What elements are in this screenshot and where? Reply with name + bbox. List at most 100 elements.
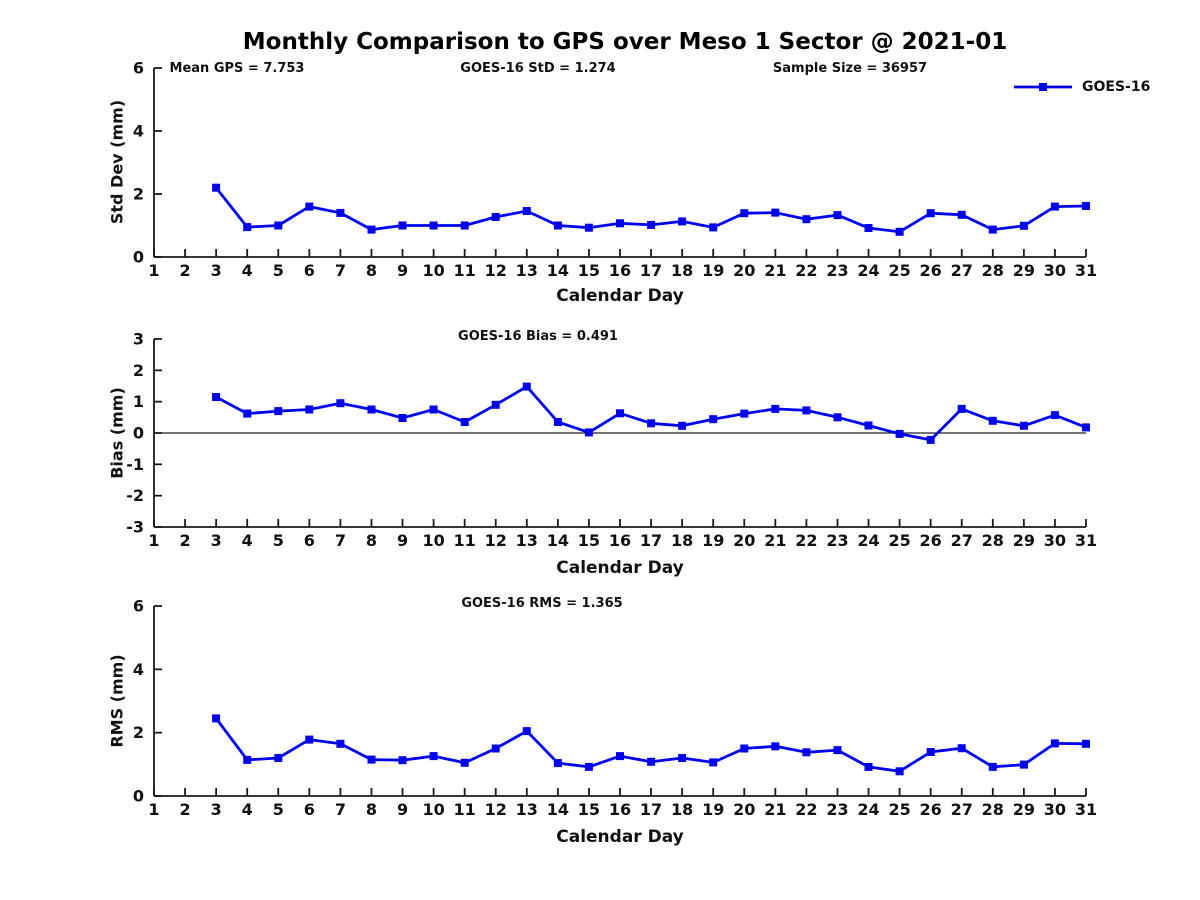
y-tick-label: 0: [133, 424, 144, 443]
x-tick-label: 5: [273, 531, 284, 550]
goes16-data-marker: [553, 759, 562, 768]
x-tick-label: 1: [148, 261, 159, 280]
x-tick-label: 12: [485, 531, 507, 550]
x-tick-label: 9: [397, 261, 408, 280]
x-tick-label: 7: [335, 531, 346, 550]
x-tick-label: 11: [454, 800, 476, 819]
goes16-data-marker: [740, 409, 749, 418]
goes16-data-marker: [460, 418, 469, 426]
x-tick-label: 23: [826, 261, 848, 280]
x-tick-label: 19: [702, 261, 724, 280]
goes16-data-marker: [460, 221, 469, 230]
goes16-data-marker: [491, 400, 500, 409]
x-tick-label: 25: [888, 800, 910, 819]
x-tick-label: 31: [1075, 531, 1097, 550]
goes16-data-marker: [988, 225, 997, 234]
x-tick-label: 28: [982, 261, 1004, 280]
goes16-data-marker: [709, 223, 718, 232]
y-tick-label: 2: [133, 185, 144, 204]
goes16-data-marker: [398, 221, 407, 230]
y-tick-label: -2: [126, 486, 144, 505]
x-tick-label: 3: [211, 800, 222, 819]
goes16-data-marker: [833, 211, 842, 220]
x-tick-label: 22: [795, 800, 817, 819]
x-tick-label: 13: [516, 261, 538, 280]
goes16-data-marker: [740, 209, 749, 218]
goes16-data-marker: [243, 223, 252, 232]
x-tick-label: 4: [242, 261, 253, 280]
x-tick-label: 30: [1044, 800, 1066, 819]
x-tick-label: 20: [733, 800, 755, 819]
x-tick-label: 7: [335, 800, 346, 819]
x-tick-label: 31: [1075, 800, 1097, 819]
goes16-data-marker: [895, 429, 904, 438]
goes16-data-marker: [678, 754, 687, 762]
x-tick-label: 8: [366, 800, 377, 819]
goes16-series-line: [215, 385, 1087, 442]
y-tick-label: 3: [133, 330, 144, 349]
goes16-data-marker: [709, 758, 718, 767]
x-tick-label: 1: [148, 800, 159, 819]
goes16-std-annotation: GOES-16 StD = 1.274: [460, 61, 616, 76]
x-tick-label: 24: [857, 800, 879, 819]
x-tick-label: 20: [733, 531, 755, 550]
goes16-data-marker: [553, 221, 562, 230]
x-tick-label: 13: [516, 800, 538, 819]
x-tick-label: 8: [366, 531, 377, 550]
x-tick-label: 24: [857, 531, 879, 550]
x-tick-label: 18: [671, 531, 693, 550]
goes16-data-marker: [274, 754, 283, 762]
goes16-data-marker: [1050, 411, 1059, 420]
y-tick-label: -1: [126, 455, 144, 474]
x-tick-label: 2: [179, 800, 190, 819]
goes16-data-marker: [833, 746, 842, 755]
goes16-data-marker: [802, 748, 811, 757]
y-tick-label: 1: [133, 392, 144, 411]
rms-y-axis-label: RMS (mm): [107, 654, 127, 748]
legend: GOES-16: [1012, 79, 1150, 95]
x-tick-label: 19: [702, 531, 724, 550]
goes16-data-marker: [895, 227, 904, 236]
goes16-data-marker: [678, 217, 687, 226]
goes16-data-marker: [1019, 421, 1028, 430]
x-tick-label: 12: [485, 261, 507, 280]
goes16-data-marker: [771, 404, 780, 413]
x-tick-label: 30: [1044, 261, 1066, 280]
x-tick-label: 10: [422, 261, 444, 280]
x-tick-label: 14: [547, 800, 569, 819]
x-tick-label: 18: [671, 800, 693, 819]
stddev-y-axis-label: Std Dev (mm): [107, 99, 127, 225]
goes16-data-marker: [491, 213, 500, 221]
goes16-data-marker: [616, 219, 624, 228]
x-tick-label: 4: [242, 531, 253, 550]
goes16-data-marker: [740, 744, 749, 753]
x-tick-label: 15: [578, 531, 600, 550]
x-tick-label: 25: [888, 531, 910, 550]
goes16-data-marker: [1050, 202, 1059, 211]
goes16-data-marker: [429, 752, 438, 761]
x-tick-label: 31: [1075, 261, 1097, 280]
y-tick-label: 6: [133, 59, 144, 78]
x-tick-label: 17: [640, 531, 662, 550]
x-tick-label: 6: [304, 800, 315, 819]
x-tick-label: 29: [1013, 261, 1035, 280]
x-tick-label: 16: [609, 531, 631, 550]
x-tick-label: 23: [826, 531, 848, 550]
bias-y-axis-label: Bias (mm): [107, 387, 127, 479]
goes16-data-marker: [988, 762, 997, 771]
goes16-data-marker: [553, 418, 562, 426]
x-tick-label: 29: [1013, 800, 1035, 819]
goes16-data-marker: [274, 407, 283, 416]
x-tick-label: 21: [764, 531, 786, 550]
x-tick-label: 17: [640, 261, 662, 280]
x-tick-label: 11: [454, 531, 476, 550]
goes16-data-marker: [305, 735, 314, 744]
goes16-data-marker: [584, 762, 593, 771]
goes16-data-marker: [212, 183, 221, 192]
goes16-data-marker: [1019, 221, 1028, 230]
goes16-data-marker: [926, 209, 935, 218]
goes16-data-marker: [429, 405, 438, 414]
x-tick-label: 14: [547, 531, 569, 550]
x-tick-label: 9: [397, 531, 408, 550]
